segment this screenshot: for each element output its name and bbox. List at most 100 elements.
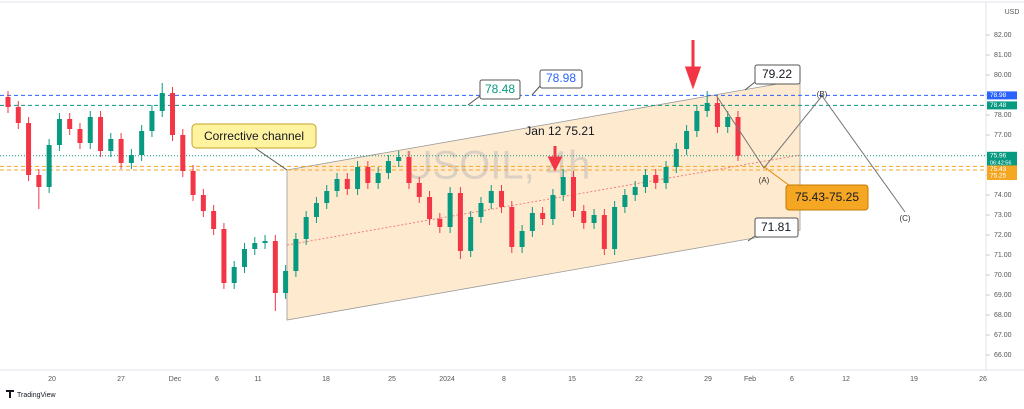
candle-body	[591, 215, 597, 223]
candle-body	[36, 175, 42, 187]
x-tick-label: 20	[48, 376, 56, 383]
candle-body	[211, 211, 217, 229]
candle-body	[581, 211, 587, 223]
candle-body	[725, 117, 731, 127]
candle-body	[272, 241, 278, 293]
wave-path	[715, 94, 906, 213]
candle-body	[653, 175, 659, 183]
x-tick-label: 29	[704, 376, 712, 383]
x-tick-label: 2024	[439, 376, 455, 383]
candle-body	[468, 217, 474, 251]
x-tick-label: Feb	[744, 376, 756, 383]
candle-body	[221, 229, 227, 283]
price-tag	[987, 172, 1017, 180]
candle-body	[200, 195, 206, 211]
jan12-label: Jan 12 75.21	[525, 124, 595, 138]
candle-body	[303, 217, 309, 239]
label-box	[479, 79, 521, 100]
channel-bottom-label: 71.81	[761, 220, 791, 234]
price-tag-label: 75.96	[990, 153, 1007, 160]
x-tick-label: 18	[322, 376, 330, 383]
candle-body	[149, 111, 155, 131]
candle-body	[334, 179, 340, 191]
y-tick-label: 69.00	[994, 292, 1012, 299]
candle-body	[365, 167, 371, 183]
arrow	[684, 40, 702, 90]
x-tick-label: 8	[502, 376, 506, 383]
candle-body	[56, 119, 62, 145]
candle-body	[416, 183, 422, 197]
label-box	[754, 217, 799, 238]
channel-top-label: 79.22	[762, 67, 792, 81]
y-tick-label: 72.00	[994, 232, 1012, 239]
candle-body	[457, 193, 463, 251]
candle-body	[540, 213, 546, 219]
candle-body	[293, 239, 299, 271]
candle-body	[118, 139, 124, 163]
candle-body	[313, 203, 319, 217]
x-tick-label: 11	[254, 376, 261, 383]
candle-body	[704, 103, 710, 111]
candle-body	[735, 117, 741, 156]
candle-body	[684, 131, 690, 149]
candle-body	[612, 207, 618, 249]
candle-body	[5, 97, 11, 107]
countdown: 06:42:56	[990, 160, 1011, 166]
y-tick-label: 78.00	[994, 112, 1012, 119]
x-tick-label: 6	[215, 376, 219, 383]
candle-body	[375, 173, 381, 183]
candle-body	[601, 215, 607, 249]
y-tick-label: 66.00	[994, 352, 1012, 359]
logo	[6, 390, 14, 398]
candle-body	[437, 219, 443, 227]
leader	[762, 165, 791, 187]
price-tag-label: 75.25	[990, 173, 1007, 180]
candle-body	[98, 117, 104, 151]
price-tag	[987, 151, 1017, 168]
candle-body	[324, 191, 330, 203]
candle-body	[344, 179, 350, 189]
y-tick-label: 67.00	[994, 332, 1012, 339]
candle-body	[15, 107, 21, 123]
candle-body	[77, 129, 83, 143]
price-tag-label: 78.48	[990, 102, 1007, 109]
brand: TradingView	[17, 392, 56, 399]
candle-body	[622, 195, 628, 207]
leader	[531, 85, 541, 96]
candle-body	[488, 191, 494, 203]
x-tick-label: Dec	[169, 376, 182, 383]
label-box	[785, 184, 869, 211]
price-tag	[987, 91, 1017, 100]
candle-body	[632, 187, 638, 195]
x-tick-label: 22	[635, 376, 643, 383]
candle-body	[499, 191, 505, 207]
arrow	[547, 146, 563, 172]
price-tag	[987, 101, 1017, 110]
candle-body	[180, 135, 186, 171]
candle-body	[694, 111, 700, 131]
candle-body	[550, 195, 556, 219]
candle-body	[170, 93, 176, 135]
price-tag-label: 78.98	[990, 92, 1007, 99]
wave-label: (A)	[759, 176, 770, 185]
candle-body	[478, 203, 484, 217]
y-tick-label: 77.00	[994, 132, 1012, 139]
label-box	[191, 123, 317, 149]
candle-body	[252, 243, 258, 249]
candle-body	[663, 167, 669, 183]
level-label: 78.48	[485, 82, 515, 96]
candle-body	[447, 193, 453, 227]
candle-body	[642, 175, 648, 187]
watermark: USOIL, 4h	[404, 144, 591, 188]
candle-body	[128, 155, 134, 163]
wave-label: (B)	[817, 90, 828, 99]
candle-body	[529, 213, 535, 231]
candles-layer	[5, 83, 741, 311]
candle-body	[560, 177, 566, 195]
wave-label: (C)	[899, 214, 910, 223]
candle-body	[519, 231, 525, 247]
x-tick-label: 25	[388, 376, 396, 383]
candle-body	[159, 93, 165, 111]
y-tick-label: 73.00	[994, 212, 1012, 219]
